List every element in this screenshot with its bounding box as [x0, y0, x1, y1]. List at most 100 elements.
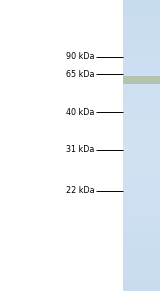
Bar: [123, 239, 160, 242]
Bar: [123, 122, 160, 125]
Bar: [123, 23, 160, 26]
Bar: [123, 215, 160, 218]
Bar: [123, 125, 160, 128]
Bar: [123, 137, 160, 140]
Bar: [123, 218, 160, 221]
Bar: [123, 221, 160, 224]
Bar: [123, 9, 160, 12]
Bar: [123, 279, 160, 282]
Bar: [123, 64, 160, 67]
Bar: [123, 41, 160, 44]
Bar: [123, 148, 160, 151]
Bar: [123, 274, 160, 276]
Bar: [123, 265, 160, 268]
Bar: [123, 38, 160, 41]
Bar: [123, 227, 160, 230]
Bar: [123, 160, 160, 163]
Bar: [123, 169, 160, 172]
Bar: [123, 20, 160, 23]
Bar: [123, 166, 160, 169]
Bar: [123, 262, 160, 265]
Bar: [123, 99, 160, 102]
Bar: [123, 198, 160, 201]
Bar: [123, 212, 160, 215]
Bar: [123, 105, 160, 108]
Bar: [123, 233, 160, 236]
Bar: [123, 90, 160, 93]
Bar: [123, 17, 160, 20]
Bar: [123, 140, 160, 143]
Bar: [123, 268, 160, 271]
Bar: [123, 247, 160, 250]
Bar: [123, 70, 160, 73]
Bar: [123, 113, 160, 116]
Bar: [123, 183, 160, 186]
Bar: [123, 175, 160, 178]
Bar: [123, 84, 160, 87]
Bar: [123, 143, 160, 146]
Bar: [123, 93, 160, 96]
Bar: [123, 271, 160, 274]
Bar: [123, 154, 160, 157]
Bar: [123, 151, 160, 154]
Bar: [123, 236, 160, 239]
Bar: [123, 0, 160, 291]
Bar: [123, 186, 160, 189]
Bar: [123, 61, 160, 64]
Bar: [123, 76, 160, 84]
Bar: [123, 32, 160, 35]
Bar: [123, 81, 160, 84]
Bar: [123, 282, 160, 285]
Bar: [123, 49, 160, 52]
Bar: [123, 207, 160, 210]
Bar: [123, 201, 160, 204]
Bar: [123, 3, 160, 6]
Bar: [123, 67, 160, 70]
Bar: [123, 230, 160, 233]
Bar: [123, 29, 160, 32]
Bar: [123, 146, 160, 148]
Text: 31 kDa: 31 kDa: [66, 146, 94, 154]
Bar: [123, 73, 160, 76]
Text: 65 kDa: 65 kDa: [66, 70, 94, 79]
Bar: [123, 178, 160, 180]
Bar: [123, 96, 160, 99]
Bar: [123, 6, 160, 9]
Bar: [123, 259, 160, 262]
Bar: [123, 210, 160, 212]
Bar: [123, 285, 160, 288]
Bar: [123, 288, 160, 291]
Bar: [123, 224, 160, 227]
Bar: [123, 134, 160, 137]
Bar: [123, 195, 160, 198]
Bar: [123, 276, 160, 279]
Bar: [123, 111, 160, 113]
Bar: [123, 44, 160, 47]
Bar: [123, 102, 160, 105]
Bar: [123, 76, 160, 79]
Bar: [123, 192, 160, 195]
Bar: [123, 87, 160, 90]
Bar: [123, 26, 160, 29]
Bar: [123, 250, 160, 253]
Bar: [123, 204, 160, 207]
Bar: [123, 55, 160, 58]
Bar: [123, 180, 160, 183]
Bar: [123, 253, 160, 256]
Bar: [123, 12, 160, 15]
Text: 90 kDa: 90 kDa: [66, 52, 94, 61]
Bar: [123, 108, 160, 111]
Text: 40 kDa: 40 kDa: [66, 108, 94, 116]
Bar: [123, 47, 160, 49]
Bar: [123, 35, 160, 38]
Bar: [123, 119, 160, 122]
Bar: [123, 15, 160, 17]
Text: 22 kDa: 22 kDa: [66, 186, 94, 195]
Bar: [123, 157, 160, 160]
Bar: [123, 79, 160, 81]
Bar: [123, 172, 160, 175]
Bar: [123, 189, 160, 192]
Bar: [123, 244, 160, 247]
Bar: [123, 0, 160, 3]
Bar: [123, 163, 160, 166]
